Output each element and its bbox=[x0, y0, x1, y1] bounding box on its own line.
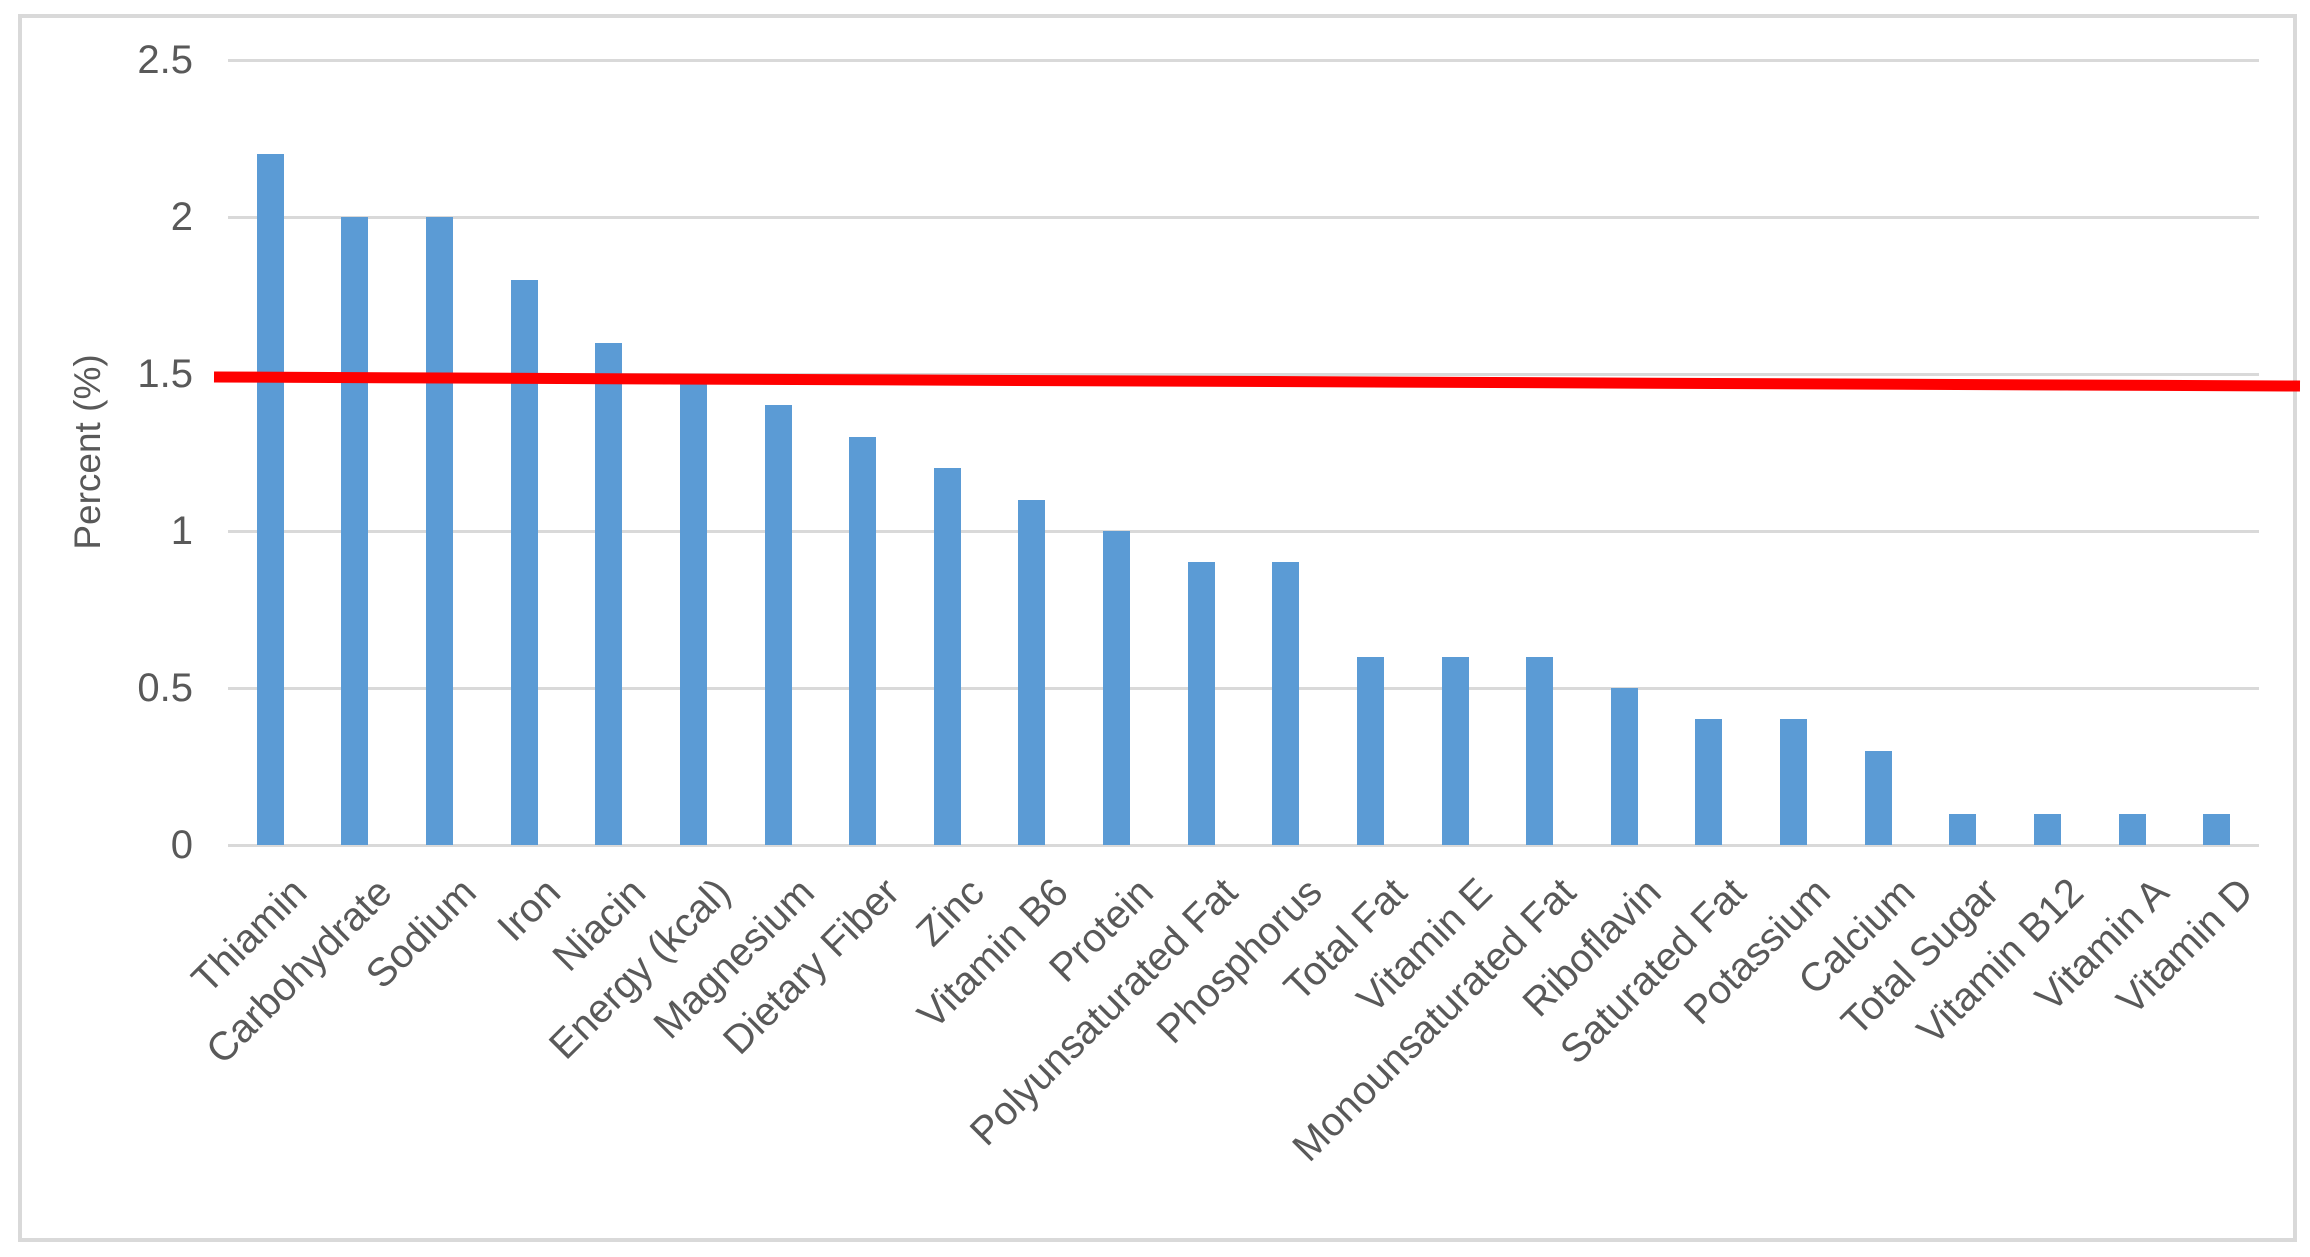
bar-calcium bbox=[1864, 750, 1892, 845]
gridline bbox=[228, 530, 2259, 533]
bar-zinc bbox=[933, 468, 961, 845]
bar-total-fat bbox=[1356, 656, 1384, 845]
bar-phosphorus bbox=[1272, 562, 1300, 845]
bar-total-sugar bbox=[1949, 813, 1977, 845]
bar-vitamin-e bbox=[1441, 656, 1469, 845]
y-tick-label: 0 bbox=[170, 823, 193, 867]
gridline bbox=[228, 687, 2259, 690]
bar-vitamin-b12 bbox=[2033, 813, 2061, 845]
bar-potassium bbox=[1780, 719, 1808, 845]
bar-dietary-fiber bbox=[849, 436, 877, 845]
bar-monounsaturated-fat bbox=[1526, 656, 1554, 845]
bar-thiamin bbox=[256, 154, 284, 845]
bar-protein bbox=[1103, 531, 1131, 845]
bar-energy-kcal bbox=[679, 374, 707, 845]
bar-niacin bbox=[595, 342, 623, 845]
bar-saturated-fat bbox=[1695, 719, 1723, 845]
bar-vitamin-b6 bbox=[1018, 499, 1046, 845]
bar-polyunsaturated-fat bbox=[1187, 562, 1215, 845]
gridline bbox=[228, 216, 2259, 219]
y-tick-label: 2 bbox=[170, 195, 193, 239]
gridline bbox=[228, 844, 2259, 847]
y-tick-label: 2.5 bbox=[137, 38, 193, 82]
y-tick-label: 1 bbox=[170, 509, 193, 553]
y-tick-label: 0.5 bbox=[137, 666, 193, 710]
bar-riboflavin bbox=[1610, 688, 1638, 845]
bar-iron bbox=[510, 279, 538, 845]
y-tick-label: 1.5 bbox=[137, 352, 193, 396]
plot-area bbox=[228, 59, 2259, 847]
chart-frame bbox=[18, 14, 2297, 1242]
bar-vitamin-a bbox=[2118, 813, 2146, 845]
bar-magnesium bbox=[764, 405, 792, 845]
bar-sodium bbox=[426, 217, 454, 845]
bar-carbohydrate bbox=[341, 217, 369, 845]
bar-vitamin-d bbox=[2203, 813, 2231, 845]
gridline bbox=[228, 59, 2259, 62]
